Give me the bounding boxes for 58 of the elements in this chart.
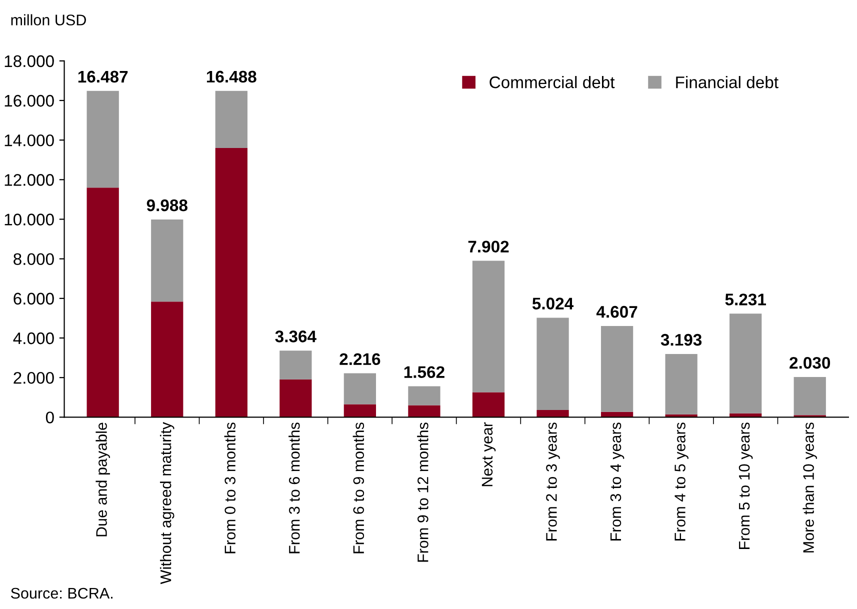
bar bbox=[794, 376, 826, 416]
bar bbox=[215, 90, 248, 148]
x-tick-label: From 3 to 6 months bbox=[288, 422, 300, 554]
bar bbox=[600, 326, 634, 412]
total-label: 2.030 bbox=[790, 356, 830, 369]
bar bbox=[472, 392, 505, 418]
bar bbox=[151, 302, 184, 418]
total-label: 1.562 bbox=[404, 366, 444, 378]
bar bbox=[408, 386, 440, 406]
x-tick-label: Due and payable bbox=[96, 422, 110, 536]
y-tick-label: 12.000 bbox=[4, 174, 54, 186]
bar bbox=[536, 410, 569, 418]
total-label: 4.607 bbox=[596, 306, 638, 318]
total-label: 2.216 bbox=[340, 353, 380, 366]
bar bbox=[408, 405, 440, 418]
x-tick-label: From 5 to 10 years bbox=[738, 422, 753, 549]
total-label: 5.024 bbox=[532, 298, 574, 310]
total-label: 5.231 bbox=[725, 294, 766, 306]
bar bbox=[472, 260, 505, 392]
y-tick-label: 4.000 bbox=[13, 332, 54, 344]
bar bbox=[215, 148, 248, 418]
x-tick-label: Without agreed maturity bbox=[160, 422, 174, 584]
x-tick-label: Next year bbox=[482, 422, 496, 486]
x-tick-label: From 0 to 3 months bbox=[224, 422, 236, 554]
bar bbox=[280, 350, 312, 380]
x-tick-label: From 3 to 4 years bbox=[610, 422, 624, 540]
bar bbox=[344, 373, 376, 404]
y-tick-label: 10.000 bbox=[4, 214, 54, 226]
bar bbox=[665, 354, 698, 414]
total-label: 16.488 bbox=[206, 70, 256, 83]
bar bbox=[536, 318, 569, 410]
y-tick-label: 2.000 bbox=[14, 372, 54, 384]
y-axis-title: millon USD bbox=[11, 14, 86, 26]
y-tick-label: 6.000 bbox=[14, 292, 54, 305]
x-tick-label: From 6 to 9 months bbox=[352, 422, 364, 554]
y-tick-label: 0 bbox=[46, 412, 54, 424]
legend-label: Financial debt bbox=[676, 76, 778, 88]
bar bbox=[151, 219, 184, 302]
x-tick-label: From 9 to 12 months bbox=[417, 422, 428, 562]
bar bbox=[86, 188, 119, 418]
total-label: 16.487 bbox=[78, 70, 128, 83]
legend-label: Commercial debt bbox=[490, 76, 615, 88]
bar bbox=[280, 379, 312, 418]
bar bbox=[730, 314, 762, 414]
y-tick-label: 18.000 bbox=[4, 55, 54, 68]
x-tick-label: From 2 to 3 years bbox=[546, 422, 560, 540]
y-tick-label: 14.000 bbox=[4, 134, 54, 146]
total-label: 3.364 bbox=[275, 330, 316, 342]
total-label: 3.193 bbox=[660, 334, 702, 346]
y-tick-label: 16.000 bbox=[4, 94, 54, 107]
bar bbox=[344, 404, 376, 418]
y-tick-label: 8.000 bbox=[14, 253, 54, 266]
bar bbox=[86, 90, 119, 188]
total-label: 9.988 bbox=[146, 199, 188, 212]
x-tick-label: From 4 to 5 years bbox=[674, 422, 688, 540]
total-label: 7.902 bbox=[468, 240, 509, 253]
x-tick-label: More than 10 years bbox=[802, 422, 817, 552]
source-note: Source: BCRA. bbox=[10, 588, 112, 599]
